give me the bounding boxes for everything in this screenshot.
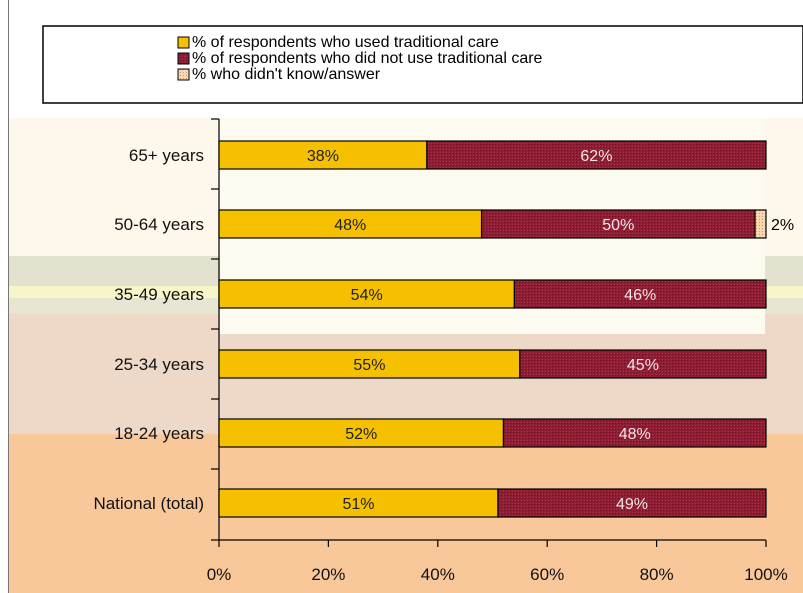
category-label: 35-49 years bbox=[114, 285, 204, 304]
bar-segment bbox=[218, 140, 428, 170]
legend-label: % of respondents who used traditional ca… bbox=[192, 34, 499, 51]
bar-value-label: 2% bbox=[771, 217, 794, 234]
legend-swatch bbox=[177, 52, 190, 65]
bar-segment bbox=[218, 418, 505, 448]
bar-value-label: 38% bbox=[307, 148, 339, 165]
bar-segment bbox=[218, 349, 521, 379]
x-tick-label: 80% bbox=[640, 565, 674, 584]
legend-label: % of respondents who did not use traditi… bbox=[192, 50, 543, 67]
legend-swatch bbox=[177, 68, 190, 81]
x-tick-label: 20% bbox=[311, 565, 345, 584]
x-tick-label: 0% bbox=[207, 565, 232, 584]
bar-segment bbox=[497, 488, 767, 518]
legend-box bbox=[42, 25, 803, 104]
bar-value-label: 45% bbox=[627, 357, 659, 374]
category-label: National (total) bbox=[93, 494, 204, 513]
bar-value-label: 52% bbox=[345, 426, 377, 443]
legend-label: % who didn't know/answer bbox=[192, 66, 381, 83]
bar-value-label: 49% bbox=[616, 496, 648, 513]
category-label: 65+ years bbox=[129, 146, 204, 165]
bar-value-label: 48% bbox=[334, 217, 366, 234]
category-label: 18-24 years bbox=[114, 424, 204, 443]
bar-value-label: 46% bbox=[624, 287, 656, 304]
bar-value-label: 50% bbox=[602, 217, 634, 234]
bar-segment bbox=[426, 140, 767, 170]
bar-segment bbox=[218, 209, 483, 239]
x-tick-label: 100% bbox=[744, 565, 787, 584]
bar-segment bbox=[519, 349, 767, 379]
legend-swatch bbox=[177, 36, 190, 49]
x-tick-label: 40% bbox=[421, 565, 455, 584]
bar-value-label: 62% bbox=[580, 148, 612, 165]
category-label: 50-64 years bbox=[114, 215, 204, 234]
bar-value-label: 55% bbox=[353, 357, 385, 374]
bar-value-label: 54% bbox=[351, 287, 383, 304]
bar-segment bbox=[218, 279, 515, 309]
bar-segment bbox=[480, 209, 756, 239]
bar-segment bbox=[513, 279, 767, 309]
bar-segment bbox=[218, 488, 499, 518]
legend: % of respondents who used traditional ca… bbox=[42, 25, 803, 104]
bar-segment bbox=[502, 418, 767, 448]
x-tick-label: 60% bbox=[530, 565, 564, 584]
bar-value-label: 51% bbox=[342, 496, 374, 513]
category-label: 25-34 years bbox=[114, 355, 204, 374]
bar-segment bbox=[754, 209, 767, 239]
bar-value-label: 48% bbox=[619, 426, 651, 443]
